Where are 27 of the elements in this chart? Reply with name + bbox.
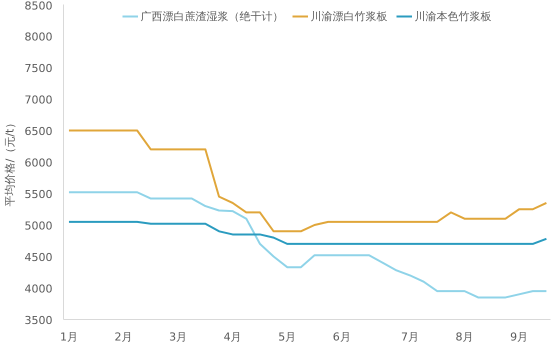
x-tick-label: 7月 (400, 330, 419, 344)
x-tick-label: 3月 (169, 330, 188, 344)
line-series (68, 191, 548, 298)
y-tick-label: 5000 (24, 220, 53, 232)
y-tick-label: 4000 (24, 282, 53, 296)
y-tick-label: 5500 (24, 188, 53, 201)
x-tick-label: 2月 (114, 330, 133, 344)
x-tick-label: 5月 (278, 330, 296, 344)
y-tick-label: 6500 (24, 125, 53, 138)
legend-label: 广西漂白蔗渣湿浆（绝干计） (140, 8, 284, 24)
x-tick-label: 9月 (510, 330, 528, 344)
line-series (68, 130, 548, 232)
y-tick-label: 7000 (24, 94, 53, 106)
x-tick-label: 1月 (60, 330, 78, 344)
x-tick-label: 8月 (456, 330, 474, 344)
y-tick-label: 8500 (24, 0, 53, 12)
x-tick-label: 6月 (332, 330, 351, 344)
line-series (68, 220, 548, 245)
y-tick-label: 3500 (24, 314, 53, 327)
y-tick-label: 6000 (24, 156, 53, 170)
legend-label: 川渝本色竹浆板 (414, 8, 492, 24)
legend-label: 川渝漂白竹浆板 (310, 8, 388, 24)
y-axis-title: 平均价格/（元/t） (4, 118, 17, 206)
x-tick-label: 4月 (224, 330, 242, 344)
y-tick-label: 8000 (24, 30, 53, 44)
y-tick-label: 4500 (24, 251, 53, 264)
y-tick-label: 7500 (24, 62, 53, 75)
